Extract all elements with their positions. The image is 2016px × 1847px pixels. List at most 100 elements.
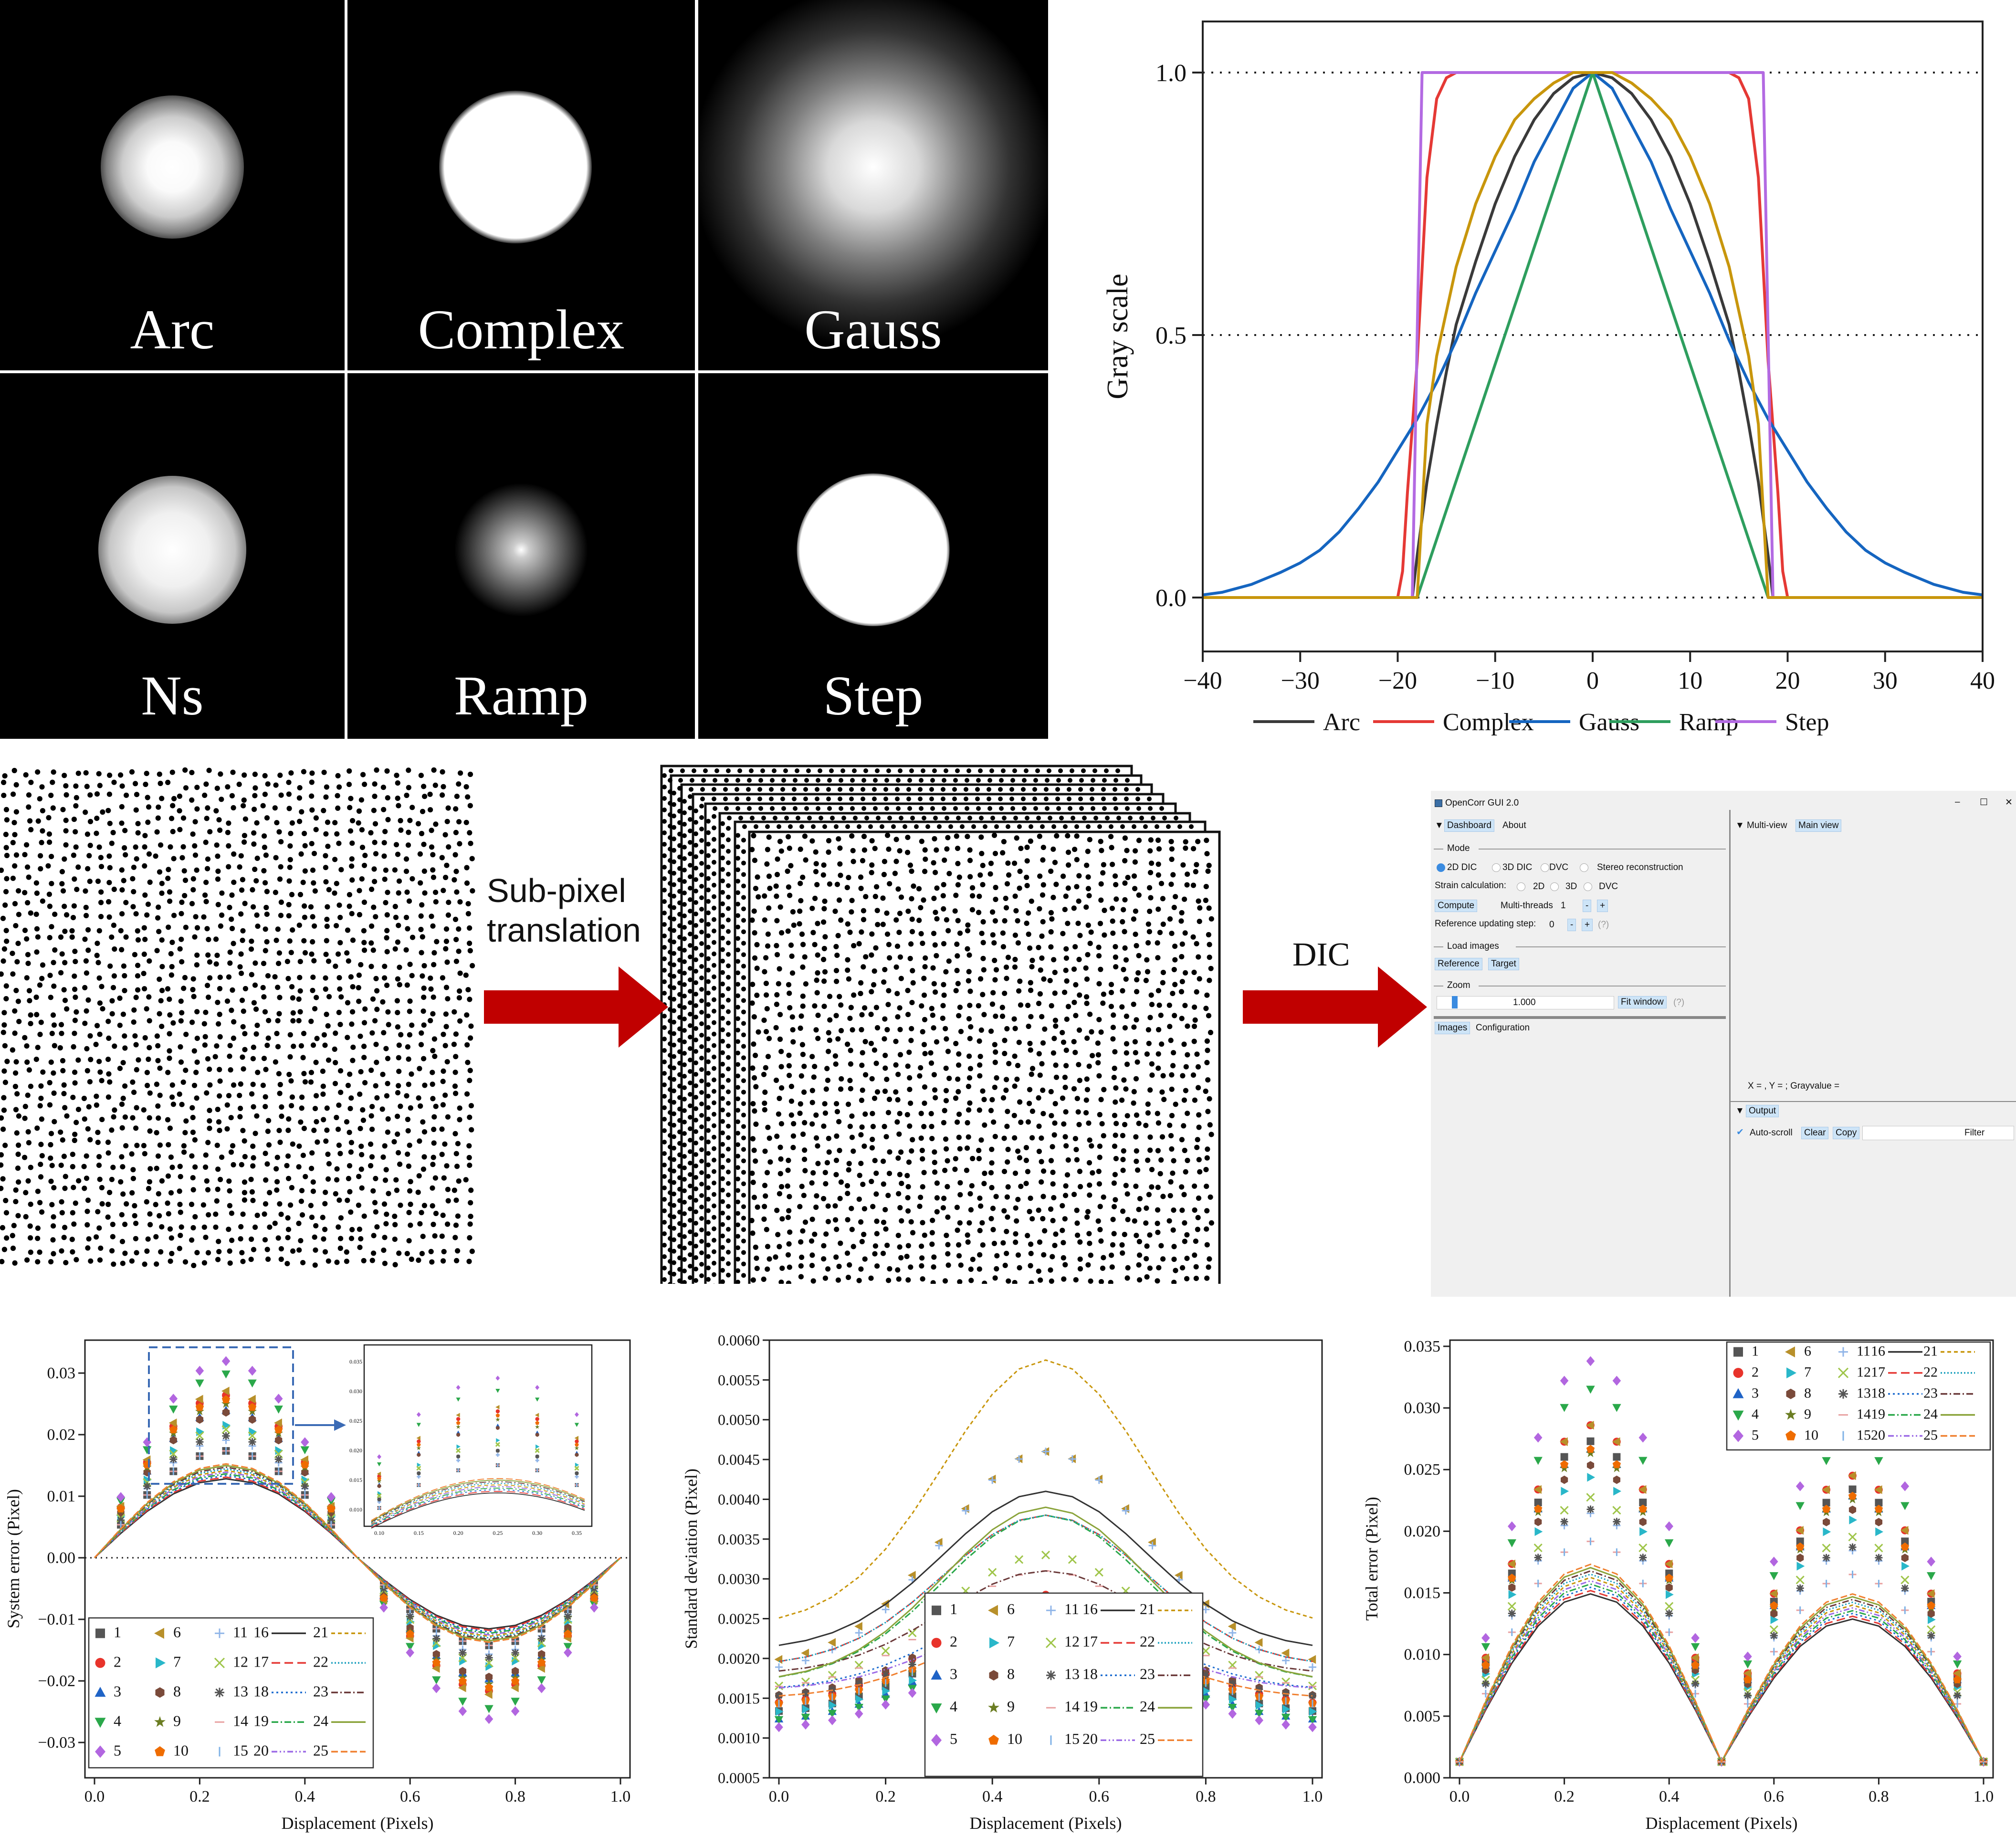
speckle-dot [751,1014,757,1020]
speckle-dot [956,1051,962,1057]
ref-step-minus-button[interactable]: - [1567,919,1576,931]
speckle-dot [953,1095,959,1101]
radio-strain-2d[interactable] [1517,882,1525,891]
copy-button[interactable]: Copy [1833,1127,1860,1139]
output-label[interactable]: Output [1746,1105,1779,1117]
speckle-dot [207,829,213,835]
speckle-dot [883,1226,889,1232]
radio-2d-dic[interactable] [1437,863,1445,872]
speckle-dot [1113,944,1118,950]
speckle-dot [1085,923,1091,928]
radio-dvc[interactable] [1541,863,1549,872]
speckle-dot [757,797,762,801]
speckle-dot [169,1082,175,1088]
speckle-dot [147,879,153,885]
speckle-dot [688,1172,693,1177]
speckle-dot [799,1254,805,1260]
autoscroll-check-icon[interactable]: ✔ [1736,1127,1744,1137]
tab-dashboard[interactable]: Dashboard [1444,819,1494,832]
speckle-dot [1149,861,1155,866]
speckle-dot [1136,806,1141,811]
maximize-icon[interactable]: ☐ [1980,798,1988,808]
radio-strain-3d[interactable] [1550,882,1559,891]
speckle-dot [443,874,449,881]
panel-splitter[interactable] [1729,810,1731,1297]
speckle-dot [662,934,667,938]
speckle-dot [94,1023,100,1028]
multiview-collapse-icon[interactable]: ▼ [1735,820,1744,830]
speckle-dot [1134,1158,1139,1164]
marker-cross [377,1493,382,1499]
tab-multi-view[interactable]: Multi-view [1747,820,1787,830]
tab-main-view[interactable]: Main view [1796,819,1842,832]
speckle-dot [433,899,439,905]
speckle-dot [662,853,667,858]
speckle-dot [48,1142,53,1148]
speckle-dot [992,918,998,924]
speckle-dot [753,1121,759,1127]
ref-step-help[interactable]: (?) [1598,920,1609,930]
filter-input[interactable] [1862,1126,2014,1140]
minimize-icon[interactable]: – [1955,797,1960,807]
speckle-dot [953,806,958,811]
speckle-dot [72,1070,78,1075]
ref-step-value[interactable]: 0 [1549,920,1554,930]
tab-images[interactable]: Images [1435,1022,1470,1034]
filter-label: Filter [1964,1128,1985,1138]
speckle-dot [1018,846,1024,851]
speckle-dot [181,868,187,874]
speckle-dot [122,973,127,979]
radio-3d-dic[interactable] [1492,863,1501,872]
speckle-dot [407,998,413,1004]
speckle-dot [909,929,915,934]
speckle-dot [74,1009,79,1015]
speckle-dot [207,1066,212,1072]
threads-value[interactable]: 1 [1561,901,1566,911]
speckle-dot [284,1163,290,1168]
marker-hexagon [222,1408,230,1417]
speckle-dot [1125,778,1130,783]
threads-plus-button[interactable]: + [1597,900,1608,912]
speckle-dot [932,1169,938,1175]
fit-window-button[interactable]: Fit window [1618,996,1667,1008]
dashboard-collapse-icon[interactable]: ▼ [1435,820,1444,830]
speckle-dot [134,1105,139,1111]
speckle-dot [1196,898,1201,904]
ref-step-plus-button[interactable]: + [1582,919,1593,931]
output-collapse-icon[interactable]: ▼ [1735,1106,1744,1116]
speckle-dot [1149,1184,1155,1190]
speckle-dot [668,1110,672,1115]
marker-star [456,1424,461,1429]
speckle-dot [869,862,875,868]
speckle-dot [1122,858,1128,864]
speckle-dot [226,1178,232,1184]
speckle-dot [766,905,772,911]
speckle-dot [758,806,763,811]
zoom-slider[interactable] [1437,996,1614,1009]
target-button[interactable]: Target [1488,958,1519,970]
speckle-dot [931,981,937,986]
zoom-help[interactable]: (?) [1673,997,1685,1007]
reference-button[interactable]: Reference [1435,958,1482,970]
close-icon[interactable]: ✕ [2005,798,2013,808]
speckle-dot [171,796,177,801]
speckle-dot [775,1232,781,1238]
clear-button[interactable]: Clear [1801,1127,1829,1139]
speckle-dot [226,864,231,870]
threads-minus-button[interactable]: - [1583,900,1592,912]
speckle-dot [1123,957,1129,963]
tab-about[interactable]: About [1502,820,1526,830]
speckle-dot [688,1195,693,1200]
tab-configuration[interactable]: Configuration [1476,1023,1530,1033]
radio-stereo[interactable] [1580,863,1588,872]
speckle-dot [396,1042,402,1048]
speckle-dot [688,851,693,856]
speckle-dot [834,953,840,958]
compute-button[interactable]: Compute [1435,900,1478,912]
speckle-dot [706,1151,711,1156]
zoom-slider-handle[interactable] [1452,996,1458,1008]
speckle-dot [778,1049,784,1054]
speckle-dot [1182,930,1188,936]
radio-strain-dvc[interactable] [1584,882,1592,891]
speckle-dot [754,942,760,947]
